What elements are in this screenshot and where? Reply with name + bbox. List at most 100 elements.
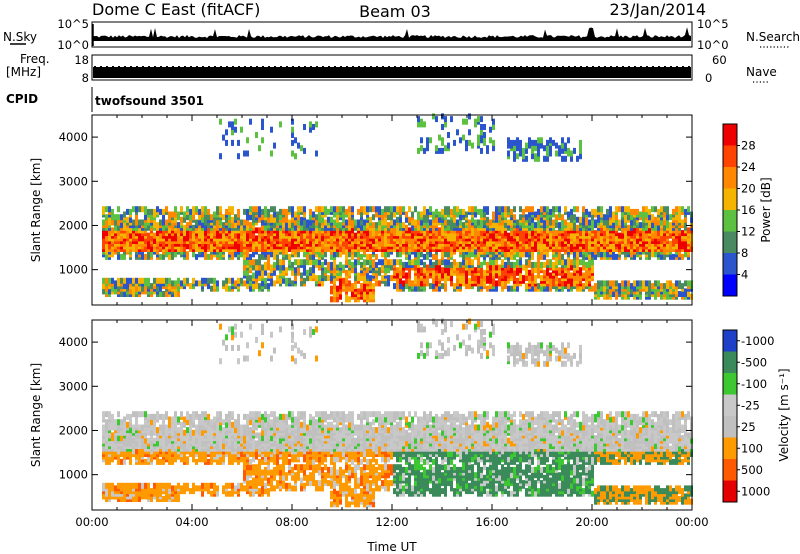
power-cell (246, 269, 249, 276)
power-cell (459, 275, 462, 282)
power-cell (540, 285, 543, 292)
power-cell (480, 134, 483, 141)
velocity-cell (150, 413, 153, 420)
power-cell (579, 267, 582, 274)
freq-tick-mark (610, 66, 612, 68)
power-cell (477, 251, 480, 258)
power-cell (174, 206, 177, 213)
power-cell (378, 219, 381, 226)
freq-tick-mark (544, 66, 546, 68)
power-cell (510, 261, 513, 268)
power-cell (495, 264, 498, 271)
power-cell (282, 259, 285, 266)
velocity-cell (138, 411, 141, 418)
power-cell (261, 124, 264, 130)
power-cell (240, 219, 243, 226)
power-cell (252, 283, 255, 290)
power-cell (468, 129, 471, 136)
nsky-series (92, 24, 691, 46)
power-cell (516, 259, 519, 266)
power-cell (417, 211, 420, 218)
power-cell (570, 259, 573, 266)
power-cell (411, 280, 414, 287)
power-cell (237, 153, 240, 160)
power-cell (492, 232, 495, 239)
power-cell (537, 155, 540, 162)
power-cell (429, 137, 432, 144)
power-cell (627, 238, 630, 244)
power-cell (369, 259, 372, 266)
power-cell (576, 259, 579, 266)
power-cell (420, 219, 423, 226)
power-cell (111, 277, 114, 284)
power-cell (483, 132, 486, 138)
power-cell (309, 126, 312, 133)
power-cell (246, 214, 249, 221)
freq-tick-mark (640, 66, 642, 68)
power-cell (666, 280, 669, 287)
power-cell (408, 216, 411, 223)
power-cell (504, 267, 507, 274)
power-cell (303, 259, 306, 266)
power-cell (372, 214, 375, 221)
power-cell (318, 251, 321, 258)
power-cell (444, 206, 447, 213)
power-cell (588, 211, 591, 218)
velocity-cell (129, 413, 132, 420)
power-cell (309, 219, 312, 226)
power-cell (552, 261, 555, 268)
power-cell (186, 214, 189, 221)
power-cell (516, 277, 519, 284)
power-cell (135, 206, 138, 213)
freq-tick-mark (148, 66, 150, 68)
power-cell (183, 277, 186, 284)
power-cell (447, 246, 450, 252)
power-cell (447, 251, 450, 258)
power-cell (504, 251, 507, 258)
power-cell (531, 139, 534, 146)
power-cell (360, 224, 363, 231)
freq-tick-mark (190, 66, 192, 68)
power-cell (588, 259, 591, 266)
power-cell (402, 206, 405, 213)
power-cell (573, 280, 576, 287)
power-cell (591, 264, 594, 271)
velocity-cell (120, 458, 123, 465)
power-cell (630, 219, 633, 226)
power-cell (570, 150, 573, 157)
power-cell (378, 240, 381, 247)
power-cell (648, 280, 651, 287)
power-cell (243, 269, 246, 276)
power-cell (447, 206, 450, 213)
power-cell (540, 206, 543, 213)
freq-unit-label: [MHz] (6, 65, 41, 79)
freq-tick-mark (556, 66, 558, 68)
power-cell (483, 280, 486, 287)
power-cell (378, 280, 381, 287)
power-cell (435, 208, 438, 215)
freq-tick-mark (604, 66, 606, 68)
power-cell (516, 251, 519, 258)
power-cell (360, 283, 363, 290)
velocity-cell (120, 496, 123, 502)
power-cell (252, 216, 255, 223)
power-cell (231, 253, 234, 260)
power-cell (291, 132, 294, 138)
power-cell (399, 277, 402, 284)
power-cell (600, 227, 603, 234)
freq-tick-mark (568, 66, 570, 68)
velocity-cell (111, 482, 114, 489)
velocity-cell (153, 482, 156, 489)
power-cell (306, 259, 309, 266)
power-cell (285, 214, 288, 221)
freq-tick-mark (256, 66, 258, 68)
power-cell (657, 208, 660, 215)
power-cell (390, 264, 393, 271)
power-cell (129, 216, 132, 223)
colorbar-tick-label: 8 (741, 246, 748, 260)
power-cell (138, 227, 141, 234)
freq-tick-mark (226, 66, 228, 68)
power-cell (480, 230, 483, 237)
power-cell (261, 224, 264, 231)
